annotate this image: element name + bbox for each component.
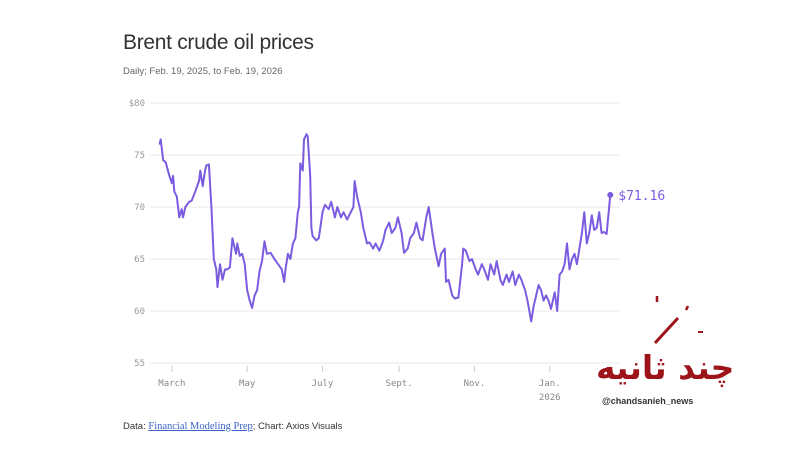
watermark-logo-marks: [653, 296, 703, 345]
end-value-label: $71.16: [618, 189, 665, 204]
price-line: [158, 133, 612, 323]
y-tick-label: 70: [134, 203, 145, 213]
footer-suffix: ; Chart: Axios Visuals: [252, 421, 343, 432]
x-tick-label: May: [239, 379, 256, 389]
x-tick-label: Sept.: [386, 379, 413, 389]
y-tick-label: $80: [129, 99, 145, 109]
footer-prefix: Data:: [123, 421, 149, 432]
x-tick-label: July: [312, 379, 334, 389]
y-tick-label: 75: [134, 151, 145, 161]
chart-subtitle: Daily; Feb. 19, 2025, to Feb. 19, 2026: [123, 66, 283, 77]
x-tick-label: Nov.: [464, 379, 486, 389]
x-tick-sublabel: 2026: [539, 393, 561, 403]
y-tick-label: 65: [134, 255, 145, 265]
watermark-handle: @chandsanieh_news: [602, 396, 694, 406]
source-link[interactable]: Financial Modeling Prep: [148, 421, 253, 432]
x-tick-label: March: [158, 379, 185, 389]
end-point-marker: [607, 191, 614, 198]
y-tick-label: 60: [134, 307, 145, 317]
chart-title: Brent crude oil prices: [123, 31, 314, 54]
chart-footer: Data: Financial Modeling Prep; Chart: Ax…: [123, 421, 342, 432]
watermark-name: چند ثانیه: [596, 348, 735, 387]
y-tick-label: 55: [134, 359, 145, 369]
x-tick-label: Jan.: [539, 379, 561, 389]
